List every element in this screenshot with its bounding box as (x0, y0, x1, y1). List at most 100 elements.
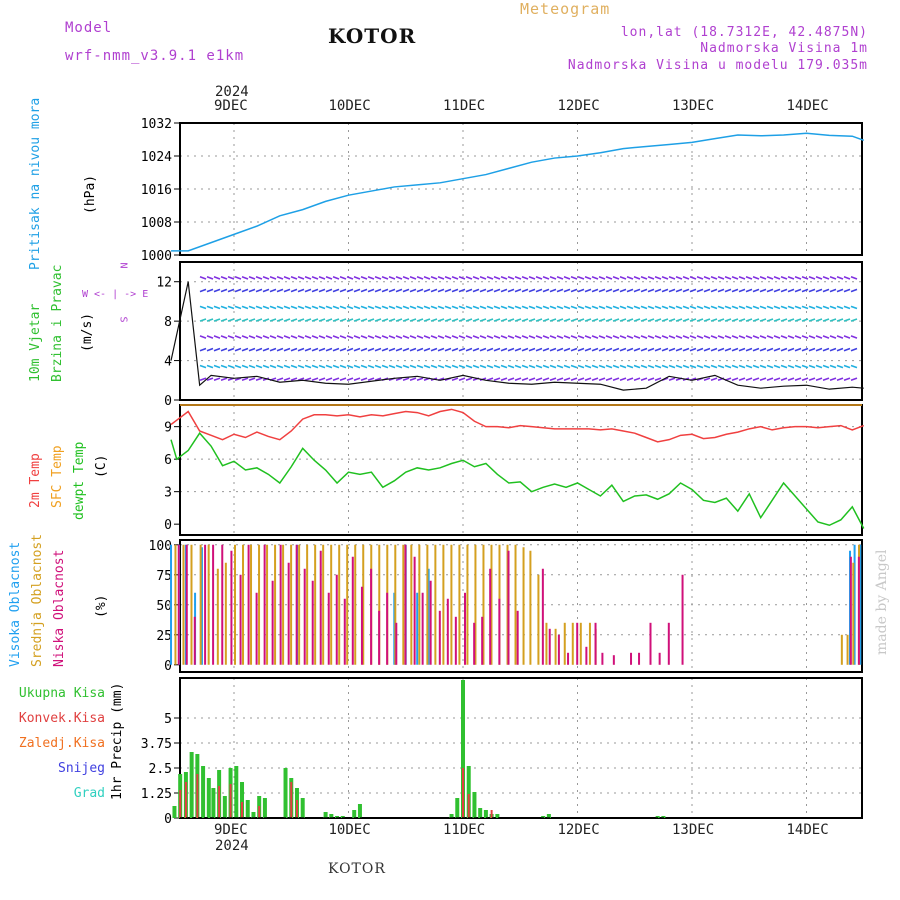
wind-barb (815, 335, 823, 339)
wind-barb (528, 276, 536, 280)
wind-barb (451, 305, 459, 310)
compass-we: W <- | -> E (82, 289, 149, 300)
wind-barb (822, 288, 830, 293)
wind-barb (794, 318, 802, 322)
wind-barb (829, 377, 837, 382)
legend-total-rain: Ukupna Kisa (18, 686, 105, 701)
wind-barb (402, 364, 410, 369)
wind-barb (822, 377, 830, 382)
wind-barb (703, 276, 711, 280)
precip-total-bar (222, 796, 227, 818)
wind-barb (500, 347, 508, 352)
wind-barb (549, 276, 557, 280)
precip-conv-bar (290, 782, 293, 818)
wind-barb (689, 305, 697, 310)
wind-barb (591, 318, 599, 322)
wind-barb (703, 305, 711, 310)
wind-barb (437, 364, 445, 369)
wind-barb (262, 364, 270, 369)
wind-barb (269, 318, 277, 322)
wind-barb (346, 347, 354, 352)
wind-barb (486, 335, 494, 339)
wind-barb (675, 364, 683, 369)
wind-barb (297, 364, 305, 369)
wind-barb (759, 288, 767, 293)
wind-barb (304, 347, 312, 352)
wind-barb (815, 305, 823, 310)
wind-barb (710, 364, 718, 369)
wind-barb (759, 276, 767, 280)
y-tick-label: 50 (156, 599, 172, 614)
wind-barb (325, 364, 333, 369)
wind-barb (794, 377, 802, 382)
wind-barb (206, 288, 214, 293)
wind-barb (395, 276, 403, 280)
wind-barb (570, 288, 578, 293)
wind-barb (731, 305, 739, 310)
wind-barb (591, 288, 599, 293)
precip-conv-bar (467, 794, 470, 818)
wind-barb (605, 288, 613, 293)
wind-barb (465, 276, 473, 280)
wind-barb (388, 318, 396, 322)
wind-barb (353, 305, 361, 310)
panel-precip: 0 1.25 2.5 3.75 5 (141, 677, 863, 827)
wind-barb (444, 288, 452, 293)
panel-frame (179, 122, 863, 256)
wind-barb (206, 364, 214, 369)
wind-barb (479, 335, 487, 339)
wind-barb (570, 305, 578, 310)
wind-barb (731, 318, 739, 322)
wind-barb (570, 364, 578, 369)
wind-barb (227, 364, 235, 369)
wind-barb (451, 288, 459, 293)
wind-barb (458, 347, 466, 352)
wind-barb (493, 276, 501, 280)
wind-barb (220, 364, 228, 369)
wind-barb (507, 276, 515, 280)
wind-barb (696, 364, 704, 369)
wind-barb (220, 318, 228, 322)
wind-barb (584, 347, 592, 352)
wind-barb (626, 364, 634, 369)
wind-barb (444, 276, 452, 280)
wind-barb (220, 305, 228, 310)
wind-barb (458, 288, 466, 293)
wind-barb (591, 377, 599, 382)
wind-barb (647, 364, 655, 369)
wind-barb (850, 335, 858, 339)
wind-barb (584, 276, 592, 280)
wind-barb (241, 347, 249, 352)
precip-total-bar (546, 814, 551, 818)
wind-barb (801, 288, 809, 293)
wind-barb (381, 318, 389, 322)
wind-barb (647, 377, 655, 382)
wind-barb (724, 276, 732, 280)
wind-barb (514, 377, 522, 382)
wind-barb (612, 288, 620, 293)
wind-barb (206, 377, 214, 382)
wind-barb (689, 318, 697, 322)
wind-barb (780, 288, 788, 293)
panel-wind: 0 4 8 12 (156, 261, 863, 409)
wind-barb (500, 318, 508, 322)
wind-barb (388, 305, 396, 310)
wind-barb (395, 347, 403, 352)
wind-barb (850, 347, 858, 352)
wind-barb (325, 335, 333, 339)
wind-barb (794, 347, 802, 352)
wind-barb (472, 347, 480, 352)
precip-total-bar (655, 816, 660, 818)
wind-barb (752, 347, 760, 352)
wind-barb (563, 377, 571, 382)
panel-cloud: 0 25 50 75 100 (149, 539, 863, 674)
wind-barb (486, 318, 494, 322)
panel-temp: 0 3 6 9 (164, 404, 863, 536)
wind-barb (199, 305, 207, 310)
wind-barb (829, 347, 837, 352)
wind-barb (773, 347, 781, 352)
wind-barb (556, 276, 564, 280)
wind-barb (276, 288, 284, 293)
wind-barb (339, 276, 347, 280)
wind-barb (703, 347, 711, 352)
